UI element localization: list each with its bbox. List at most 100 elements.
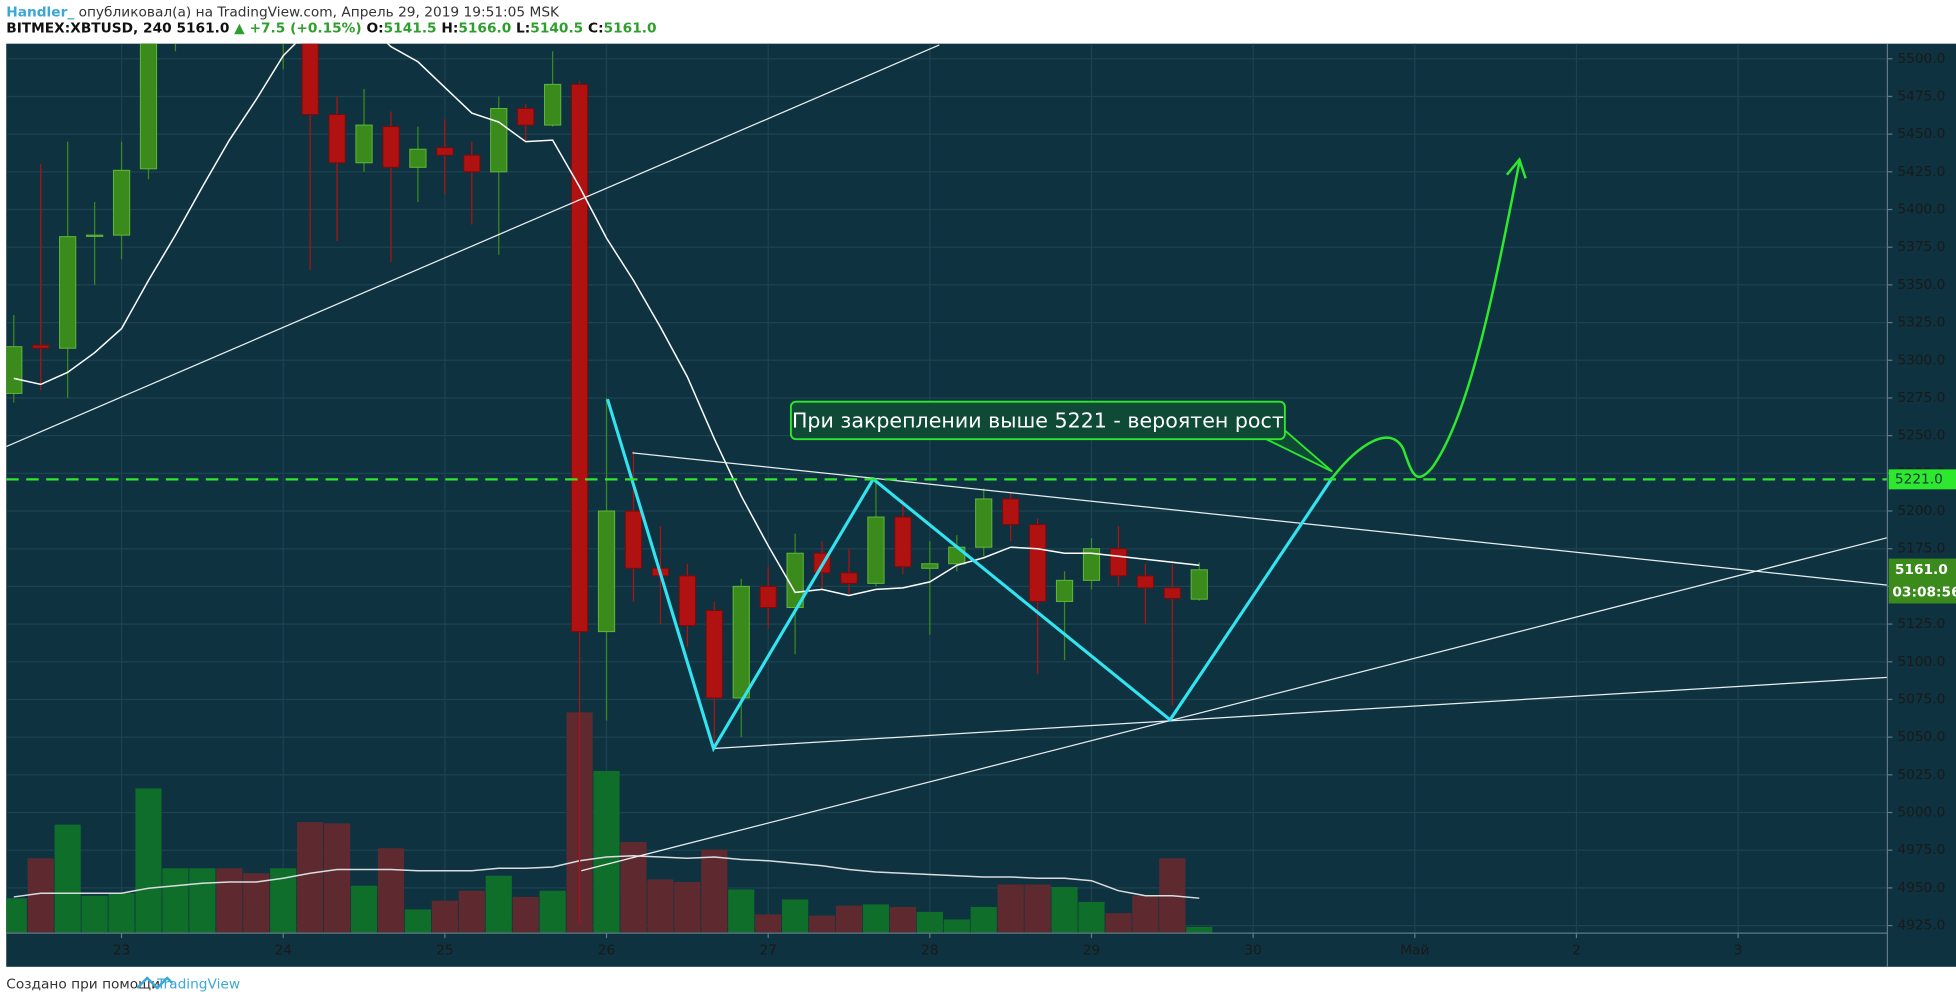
callout-pointer <box>1265 429 1333 473</box>
candle-body <box>786 552 804 608</box>
volume-bar <box>350 885 378 934</box>
header-part: C: <box>588 21 604 37</box>
volume-bar <box>755 914 782 934</box>
candle-body <box>1163 587 1181 599</box>
header-part: O: <box>366 21 383 37</box>
candle-body <box>570 83 589 633</box>
moving-average <box>13 43 1200 597</box>
candle-body <box>1082 548 1101 581</box>
y-tick-label: 5200.0 <box>1897 503 1945 519</box>
volume-bar <box>889 906 916 934</box>
candle-body <box>112 169 131 236</box>
logo <box>136 976 174 990</box>
last-price-label: 5161.0 <box>1895 562 1948 578</box>
y-tick-label: 5025.0 <box>1897 767 1945 783</box>
candle-body <box>867 516 885 584</box>
candle-body <box>1109 548 1128 577</box>
header-part: 5166.0 <box>458 21 516 37</box>
candle-body <box>678 575 696 627</box>
x-tick-label: Май <box>1400 943 1429 959</box>
x-tick-label: 29 <box>1083 943 1100 959</box>
candle-body <box>732 585 750 699</box>
candle-body <box>139 43 158 170</box>
candles <box>6 43 1208 923</box>
volume-bar <box>674 881 701 934</box>
header-line: Handler_ опубликовал(а) на TradingView.c… <box>6 5 560 21</box>
x-tick-label: 23 <box>113 943 130 959</box>
arrow-head <box>1505 157 1527 179</box>
candle-body <box>894 516 912 568</box>
y-tick-label: 5425.0 <box>1897 164 1945 180</box>
y-tick-label: 5000.0 <box>1897 805 1945 821</box>
volume-bar <box>6 898 27 934</box>
volume-bar <box>916 911 943 934</box>
volume-bar <box>485 875 512 934</box>
candle-body <box>1055 579 1074 602</box>
forecast-arrow <box>1331 161 1521 479</box>
x-tick-label: 24 <box>274 943 291 959</box>
y-tick-label: 5100.0 <box>1897 654 1945 670</box>
header-part: опубликовал(а) на TradingView.com, Апрел… <box>74 5 560 21</box>
y-tick-label: 5375.0 <box>1897 239 1945 255</box>
volume-bar <box>862 904 890 934</box>
candle-body <box>463 154 481 173</box>
y-tick-label: 5075.0 <box>1897 691 1945 707</box>
volume-bar <box>1051 886 1078 934</box>
candle-body <box>6 346 23 394</box>
candle-body <box>32 344 50 349</box>
candle-body <box>544 83 562 126</box>
candle-body <box>1002 498 1020 526</box>
candle-body <box>328 114 346 164</box>
header-part: 5161.0 <box>604 21 657 37</box>
volume-bar <box>189 868 216 934</box>
trend-line <box>6 44 940 448</box>
candle-body <box>86 234 104 237</box>
y-tick-label: 5275.0 <box>1897 390 1945 406</box>
volume-bar <box>243 873 270 934</box>
candle-body <box>705 610 723 699</box>
volume-bar <box>835 905 863 934</box>
candle-body <box>840 572 858 584</box>
volume-bar <box>431 900 458 934</box>
volume-bar <box>808 915 836 934</box>
y-tick-label: 5475.0 <box>1897 88 1945 104</box>
header-line: BITMEX:XBTUSD, 240 5161.0 ▲ +7.5 (+0.15%… <box>6 21 656 37</box>
y-tick-label: 5250.0 <box>1897 428 1945 444</box>
candle-body <box>382 126 400 168</box>
header-part: 5140.5 <box>530 21 588 37</box>
candle-body <box>59 236 77 349</box>
volume-bar <box>539 890 566 934</box>
last-price-tag <box>1888 558 1956 604</box>
trend-line <box>581 537 1888 872</box>
header-part: 5141.5 <box>384 21 442 37</box>
candle-body <box>1190 569 1208 600</box>
volume-bar <box>27 858 54 934</box>
candle-body <box>921 563 939 569</box>
y-tick-label: 5500.0 <box>1897 51 1945 67</box>
volume-bar <box>81 895 108 934</box>
countdown: 03:08:56 <box>1892 584 1956 600</box>
volume-bar <box>782 899 809 934</box>
candle-body <box>624 510 643 569</box>
candle-body <box>597 510 616 633</box>
volume-bar <box>512 896 539 934</box>
header-part: 5161.0 <box>176 21 234 37</box>
y-tick-label: 5125.0 <box>1897 616 1945 632</box>
x-tick-label: 2 <box>1572 943 1581 959</box>
level-tag <box>1888 469 1956 490</box>
candle-body <box>759 585 777 608</box>
y-tick-label: 5450.0 <box>1897 126 1945 142</box>
volume-bar <box>1105 913 1132 934</box>
y-tick-label: 5325.0 <box>1897 315 1945 331</box>
y-tick-label: 4925.0 <box>1897 918 1945 934</box>
volume-bar <box>728 889 755 934</box>
volume-bar <box>377 848 405 934</box>
annotation: При закреплении выше 5221 - вероятен рос… <box>792 409 1284 433</box>
header-part: ▲ +7.5 (+0.15%) <box>234 21 366 37</box>
trend-line <box>632 452 1888 586</box>
volume-bar <box>647 879 674 934</box>
volume-bar <box>1024 884 1051 934</box>
volume-bar <box>970 906 997 934</box>
volume-bar <box>1186 926 1213 934</box>
